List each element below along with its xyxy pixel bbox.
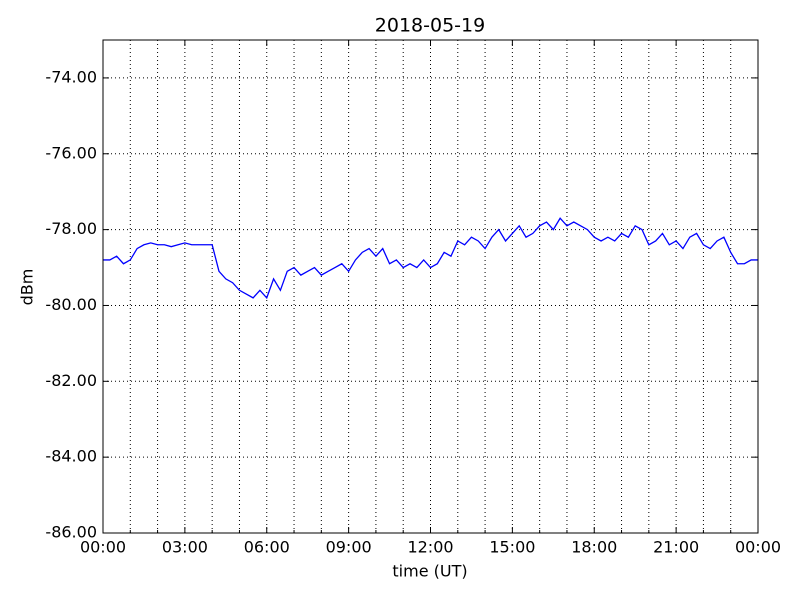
x-tick-label: 21:00 <box>653 538 699 557</box>
data-line <box>103 217 758 300</box>
x-tick-label: 03:00 <box>162 538 208 557</box>
x-tick-label: 00:00 <box>735 538 781 557</box>
y-tick-label: -78.00 <box>45 219 97 238</box>
x-tick-label: 15:00 <box>489 538 535 557</box>
x-tick-label: 06:00 <box>244 538 290 557</box>
y-axis-label: dBm <box>18 269 37 306</box>
x-tick-label: 00:00 <box>80 538 126 557</box>
y-tick-label: -86.00 <box>45 523 97 542</box>
y-tick-label: -84.00 <box>45 447 97 466</box>
y-tick-label: -76.00 <box>45 143 97 162</box>
plot-frame <box>102 39 759 534</box>
y-tick-label: -74.00 <box>45 67 97 86</box>
y-tick-label: -80.00 <box>45 295 97 314</box>
x-tick-label: 18:00 <box>571 538 617 557</box>
x-tick-label: 12:00 <box>407 538 453 557</box>
y-tick-label: -82.00 <box>45 371 97 390</box>
x-axis-label: time (UT) <box>392 562 467 581</box>
chart-title: 2018-05-19 <box>375 15 485 37</box>
x-tick-label: 09:00 <box>326 538 372 557</box>
